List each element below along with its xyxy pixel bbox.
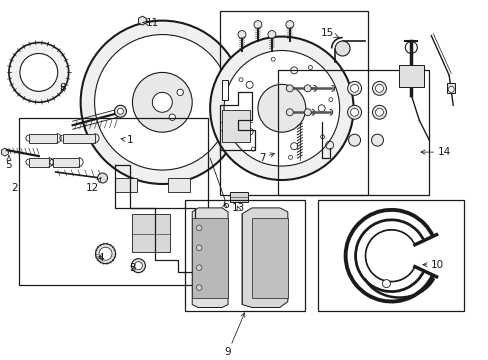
Circle shape [117, 108, 123, 114]
Circle shape [20, 54, 58, 91]
Text: 4: 4 [97, 253, 103, 263]
Bar [222, 110, 249, 142]
Circle shape [94, 35, 229, 170]
Circle shape [371, 134, 383, 146]
Text: 3: 3 [129, 263, 136, 273]
Text: 13: 13 [231, 203, 244, 213]
Circle shape [99, 247, 112, 260]
Polygon shape [251, 218, 287, 298]
Circle shape [375, 84, 383, 92]
Circle shape [169, 114, 175, 121]
Circle shape [350, 108, 358, 116]
Text: 1: 1 [121, 135, 134, 145]
Text: 10: 10 [422, 260, 443, 270]
Circle shape [334, 41, 349, 56]
Circle shape [347, 105, 361, 119]
Bar [222, 80, 227, 100]
Circle shape [196, 245, 202, 251]
Circle shape [9, 42, 68, 102]
Circle shape [152, 92, 172, 112]
Circle shape [131, 259, 145, 273]
Bar [220, 11, 367, 195]
Circle shape [196, 265, 202, 270]
Circle shape [285, 21, 293, 28]
Circle shape [245, 81, 253, 88]
Circle shape [320, 135, 324, 139]
Circle shape [196, 225, 202, 231]
Text: 7: 7 [258, 153, 274, 163]
Circle shape [251, 147, 255, 151]
Circle shape [288, 155, 292, 159]
Polygon shape [1, 148, 8, 156]
Text: 6: 6 [222, 200, 228, 210]
Circle shape [290, 143, 297, 150]
Text: 12: 12 [86, 178, 101, 193]
Circle shape [328, 98, 332, 102]
Bar [29, 158, 49, 167]
Circle shape [271, 57, 275, 61]
Circle shape [318, 105, 325, 112]
Circle shape [372, 81, 386, 95]
Circle shape [290, 67, 297, 74]
Text: 11: 11 [142, 18, 159, 28]
Circle shape [286, 85, 293, 92]
Circle shape [196, 285, 202, 291]
Circle shape [375, 108, 383, 116]
Circle shape [98, 173, 107, 183]
Polygon shape [242, 208, 287, 307]
Text: 15: 15 [321, 28, 338, 37]
Text: 8: 8 [59, 84, 66, 93]
Circle shape [347, 81, 361, 95]
Text: 14: 14 [420, 147, 450, 157]
Circle shape [350, 84, 358, 92]
Text: 9: 9 [224, 313, 244, 357]
Polygon shape [192, 218, 227, 298]
Circle shape [372, 105, 386, 119]
Circle shape [230, 115, 234, 119]
Circle shape [253, 21, 262, 28]
Polygon shape [138, 16, 146, 25]
Circle shape [138, 35, 146, 42]
Circle shape [382, 280, 389, 288]
Bar [62, 134, 94, 143]
Circle shape [224, 50, 339, 166]
Circle shape [238, 31, 245, 39]
Circle shape [177, 89, 183, 95]
Circle shape [95, 244, 115, 264]
Bar [447, 84, 454, 93]
Circle shape [286, 109, 293, 116]
Bar [399, 66, 424, 87]
Bar [168, 178, 190, 192]
Circle shape [258, 84, 305, 132]
Circle shape [348, 134, 360, 146]
Circle shape [114, 105, 126, 117]
Bar [19, 118, 208, 285]
Circle shape [210, 37, 353, 180]
Circle shape [267, 31, 275, 39]
Bar [29, 134, 57, 143]
Polygon shape [192, 208, 227, 307]
Bar [115, 178, 137, 192]
Bar [132, 214, 170, 252]
Circle shape [304, 109, 310, 116]
Circle shape [134, 262, 142, 270]
Circle shape [239, 78, 243, 82]
Circle shape [245, 128, 253, 135]
Circle shape [447, 86, 453, 92]
Bar [317, 200, 463, 311]
Circle shape [304, 85, 310, 92]
Circle shape [81, 21, 244, 184]
Circle shape [308, 66, 312, 69]
Text: 5: 5 [5, 156, 12, 170]
Bar [277, 71, 428, 195]
Bar [185, 200, 304, 311]
Text: 2: 2 [11, 183, 18, 193]
Bar [229, 192, 247, 202]
Bar [53, 158, 79, 167]
Circle shape [132, 72, 192, 132]
